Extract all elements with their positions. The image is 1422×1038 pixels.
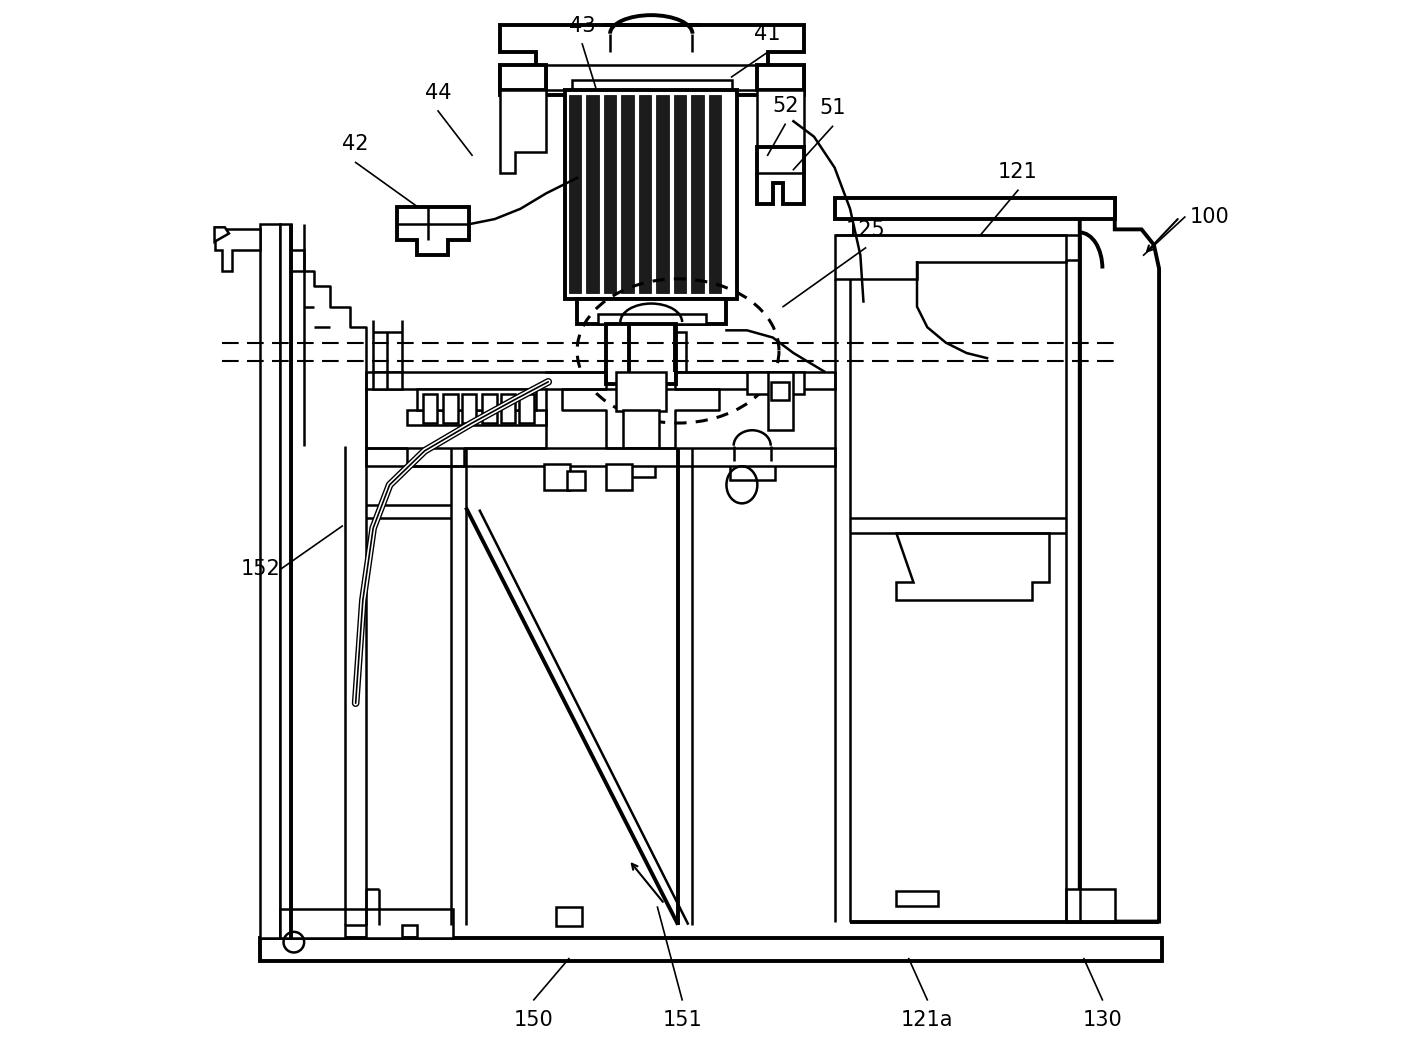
Polygon shape xyxy=(691,95,704,294)
Polygon shape xyxy=(280,909,454,938)
Polygon shape xyxy=(835,198,1115,219)
Polygon shape xyxy=(1079,198,1159,922)
Polygon shape xyxy=(397,207,469,255)
Polygon shape xyxy=(365,447,835,466)
Polygon shape xyxy=(260,224,280,938)
Text: 130: 130 xyxy=(1082,1010,1122,1030)
Polygon shape xyxy=(768,372,793,430)
Bar xyxy=(422,394,437,424)
Polygon shape xyxy=(501,64,546,90)
Text: 41: 41 xyxy=(755,24,781,44)
Polygon shape xyxy=(586,95,599,294)
Polygon shape xyxy=(565,90,737,299)
Text: 43: 43 xyxy=(569,16,596,35)
Bar xyxy=(519,394,533,424)
Polygon shape xyxy=(546,64,758,90)
Polygon shape xyxy=(710,95,721,294)
Polygon shape xyxy=(638,95,651,294)
Polygon shape xyxy=(215,229,260,271)
Bar xyxy=(623,410,660,448)
Polygon shape xyxy=(604,95,616,294)
Polygon shape xyxy=(365,372,835,389)
Polygon shape xyxy=(280,224,304,938)
Polygon shape xyxy=(260,938,1162,961)
Polygon shape xyxy=(501,26,803,95)
Polygon shape xyxy=(569,95,582,294)
Polygon shape xyxy=(758,64,803,90)
Polygon shape xyxy=(758,147,803,203)
Polygon shape xyxy=(747,372,803,394)
Text: 152: 152 xyxy=(240,559,280,579)
Bar xyxy=(444,394,458,424)
Bar xyxy=(616,372,665,411)
Text: 151: 151 xyxy=(663,1010,702,1030)
Polygon shape xyxy=(1066,889,1115,922)
Polygon shape xyxy=(501,90,546,172)
Bar xyxy=(462,394,476,424)
Bar xyxy=(627,447,656,476)
Text: 121: 121 xyxy=(998,162,1038,182)
Polygon shape xyxy=(621,95,634,294)
Text: 150: 150 xyxy=(513,1010,553,1030)
Polygon shape xyxy=(896,534,1049,600)
Polygon shape xyxy=(657,95,668,294)
Bar xyxy=(501,394,515,424)
Polygon shape xyxy=(407,410,546,426)
Text: 44: 44 xyxy=(425,83,451,103)
Bar xyxy=(606,464,631,490)
Bar xyxy=(482,394,496,424)
Polygon shape xyxy=(577,299,727,324)
Bar xyxy=(567,471,586,490)
Text: 121a: 121a xyxy=(902,1010,954,1030)
Bar xyxy=(616,332,687,372)
Text: 51: 51 xyxy=(819,99,846,118)
Bar xyxy=(771,382,789,401)
Polygon shape xyxy=(215,227,229,242)
Text: 52: 52 xyxy=(772,97,798,116)
Text: 125: 125 xyxy=(846,220,886,240)
Text: 42: 42 xyxy=(343,134,368,155)
Bar xyxy=(556,907,582,926)
Polygon shape xyxy=(758,90,803,172)
Bar xyxy=(545,464,570,490)
Text: 100: 100 xyxy=(1190,207,1230,227)
Bar xyxy=(729,461,775,480)
Bar xyxy=(606,324,675,384)
Polygon shape xyxy=(597,313,705,324)
Polygon shape xyxy=(674,95,687,294)
Polygon shape xyxy=(373,372,402,389)
Bar xyxy=(896,891,937,906)
Polygon shape xyxy=(835,235,1066,279)
Polygon shape xyxy=(418,389,536,410)
